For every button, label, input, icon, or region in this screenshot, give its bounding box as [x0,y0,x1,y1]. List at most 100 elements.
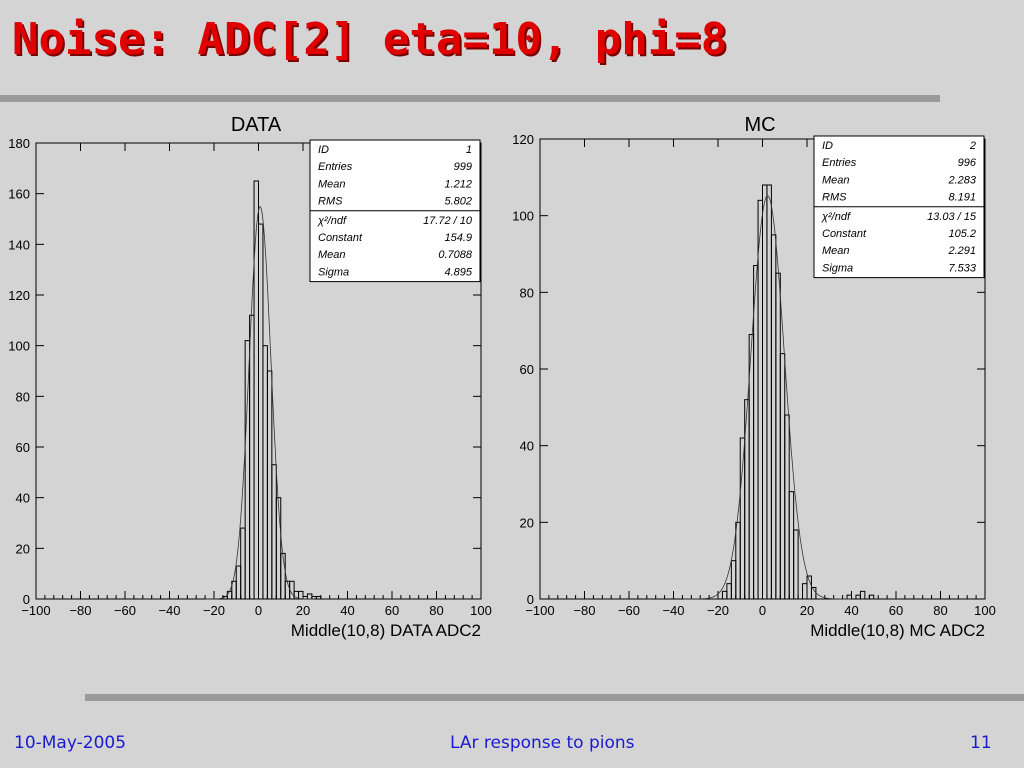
stats-label: Mean [318,249,346,261]
stats-label: Constant [822,228,867,240]
x-tick-label: 60 [889,603,903,618]
x-tick-label: −80 [573,603,595,618]
histogram-bin [730,560,737,600]
y-tick-label: 100 [512,209,534,224]
footer-page-number: 11 [970,733,992,753]
y-tick-label: 100 [8,339,30,354]
stats-label: Entries [822,157,857,169]
x-tick-label: −60 [114,603,136,618]
histogram-bin [284,580,291,600]
x-tick-label: 80 [933,603,947,618]
histogram-bin [275,497,282,600]
y-tick-label: 120 [8,288,30,303]
x-tick-label: −60 [618,603,640,618]
stats-label: ID [318,144,329,156]
x-tick-label: 40 [844,603,858,618]
histogram-bin [788,491,795,600]
top-rule [0,95,940,102]
histogram-bin [726,583,732,600]
stats-value: 7.533 [948,262,976,274]
slide-title: Noise: ADC[2] eta=10, phi=8 [12,14,728,65]
histogram-bin [766,184,772,600]
footer-date: 10-May-2005 [14,733,127,753]
stats-label: RMS [318,196,343,208]
x-tick-label: 0 [759,603,766,618]
x-axis-label: Middle(10,8) DATA ADC2 [291,621,481,640]
y-tick-label: 40 [520,439,534,454]
bottom-rule [85,694,1024,701]
histogram-bin [244,340,251,600]
x-tick-label: −20 [707,603,729,618]
y-tick-label: 0 [23,592,30,607]
x-axis-label: Middle(10,8) MC ADC2 [810,621,985,640]
stats-value: 8.191 [948,192,976,204]
histogram-bin [262,345,268,600]
stats-value: 1 [466,144,472,156]
x-tick-label: 100 [974,603,996,618]
histogram-bin [266,370,273,600]
stats-label: χ²/ndf [317,215,347,227]
histogram-bin [868,594,875,600]
x-tick-label: 80 [429,603,443,618]
x-tick-label: −100 [525,603,554,618]
y-tick-label: 0 [527,592,534,607]
y-tick-label: 160 [8,187,30,202]
histogram-bin [770,234,777,600]
stats-value: 154.9 [444,232,472,244]
histogram-bin [859,590,866,600]
x-tick-label: 60 [385,603,399,618]
x-tick-label: −40 [158,603,180,618]
stats-label: Sigma [318,266,349,278]
x-tick-label: −40 [662,603,684,618]
histogram-bin [253,180,260,600]
histogram-bin [846,594,852,600]
histogram-bin [226,590,233,600]
histogram-bin [735,521,741,600]
histogram-bin [757,199,763,600]
histogram-bin [762,184,768,600]
stats-value: 5.802 [444,196,472,208]
footer-title: LAr response to pions [450,733,635,753]
stats-value: 13.03 / 15 [927,211,977,223]
x-tick-label: −80 [69,603,91,618]
panel-title: MC [744,114,775,136]
histogram-bin [775,272,781,600]
x-tick-label: −100 [21,603,50,618]
stats-value: 999 [454,161,472,173]
stats-value: 17.72 / 10 [423,215,473,227]
stats-value: 996 [958,157,977,169]
histogram-bin [806,575,812,600]
stats-label: Mean [822,174,850,186]
histogram-bin [235,565,242,600]
gaussian-fit-curve [205,206,315,600]
histogram-bin [258,223,264,600]
y-tick-label: 180 [8,136,30,151]
stats-value: 2.283 [947,174,976,186]
histogram-bin [306,593,313,600]
y-tick-label: 40 [16,491,30,506]
panel-title: DATA [231,114,282,136]
stats-label: Sigma [822,262,853,274]
stats-label: Entries [318,161,353,173]
histogram-bin [784,414,790,600]
stats-value: 2.291 [947,245,976,257]
stats-label: ID [822,140,833,152]
y-tick-label: 60 [16,440,30,455]
stats-label: RMS [822,192,847,204]
x-tick-label: 100 [470,603,492,618]
histogram-bin [721,590,728,600]
gaussian-fit-curve [683,195,852,600]
histogram-bin [739,437,746,600]
histogram-bin [793,529,799,600]
x-tick-label: −20 [203,603,225,618]
y-tick-label: 20 [16,541,30,556]
histogram-bin [315,595,322,600]
histogram-bin [271,464,277,600]
stats-label: Mean [318,178,346,190]
x-tick-label: 40 [340,603,354,618]
y-tick-label: 60 [520,362,534,377]
histogram-panel-2: MC 0 20 40 60 80 100 120 −100 −80 −60 −40 −20 0 20 40 60… [512,114,996,640]
histogram-bin [802,583,808,600]
stats-value: 4.895 [444,266,472,278]
